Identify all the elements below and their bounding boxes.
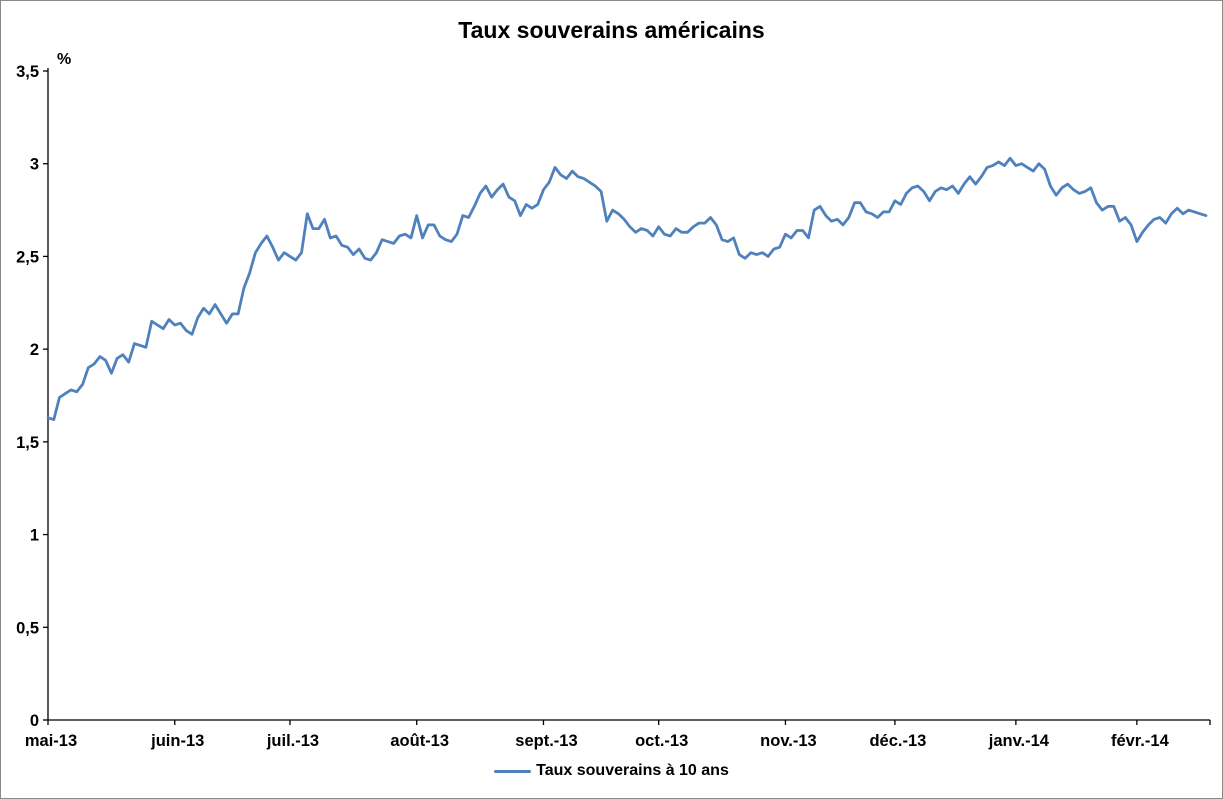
y-tick-label: 0,5 [16, 619, 39, 637]
y-tick-label: 2 [30, 341, 39, 359]
y-axis-unit-label: % [57, 51, 72, 68]
x-tick-label: août-13 [390, 732, 449, 750]
x-tick-label: févr.-14 [1111, 732, 1170, 750]
x-tick-label: juil.-13 [266, 732, 319, 750]
legend-line-swatch [494, 769, 532, 773]
y-tick-label: 2,5 [16, 248, 39, 266]
x-tick-label: oct.-13 [635, 732, 688, 750]
y-tick-label: 1 [30, 527, 39, 545]
x-tick-label: mai-13 [25, 732, 77, 750]
chart-title: Taux souverains américains [458, 17, 765, 43]
legend: Taux souverains à 10 ans [1, 762, 1222, 780]
x-tick-label: sept.-13 [515, 732, 577, 750]
y-tick-label: 1,5 [16, 434, 39, 452]
y-tick-label: 3,5 [16, 63, 39, 81]
x-tick-label: janv.-14 [988, 732, 1050, 750]
x-tick-label: nov.-13 [760, 732, 817, 750]
x-tick-label: juin-13 [150, 732, 204, 750]
x-tick-label: déc.-13 [869, 732, 926, 750]
series-line-taux-10-ans [46, 156, 1208, 422]
y-tick-label: 3 [30, 156, 39, 174]
y-tick-label: 0 [30, 712, 39, 730]
legend-label: Taux souverains à 10 ans [536, 762, 729, 779]
